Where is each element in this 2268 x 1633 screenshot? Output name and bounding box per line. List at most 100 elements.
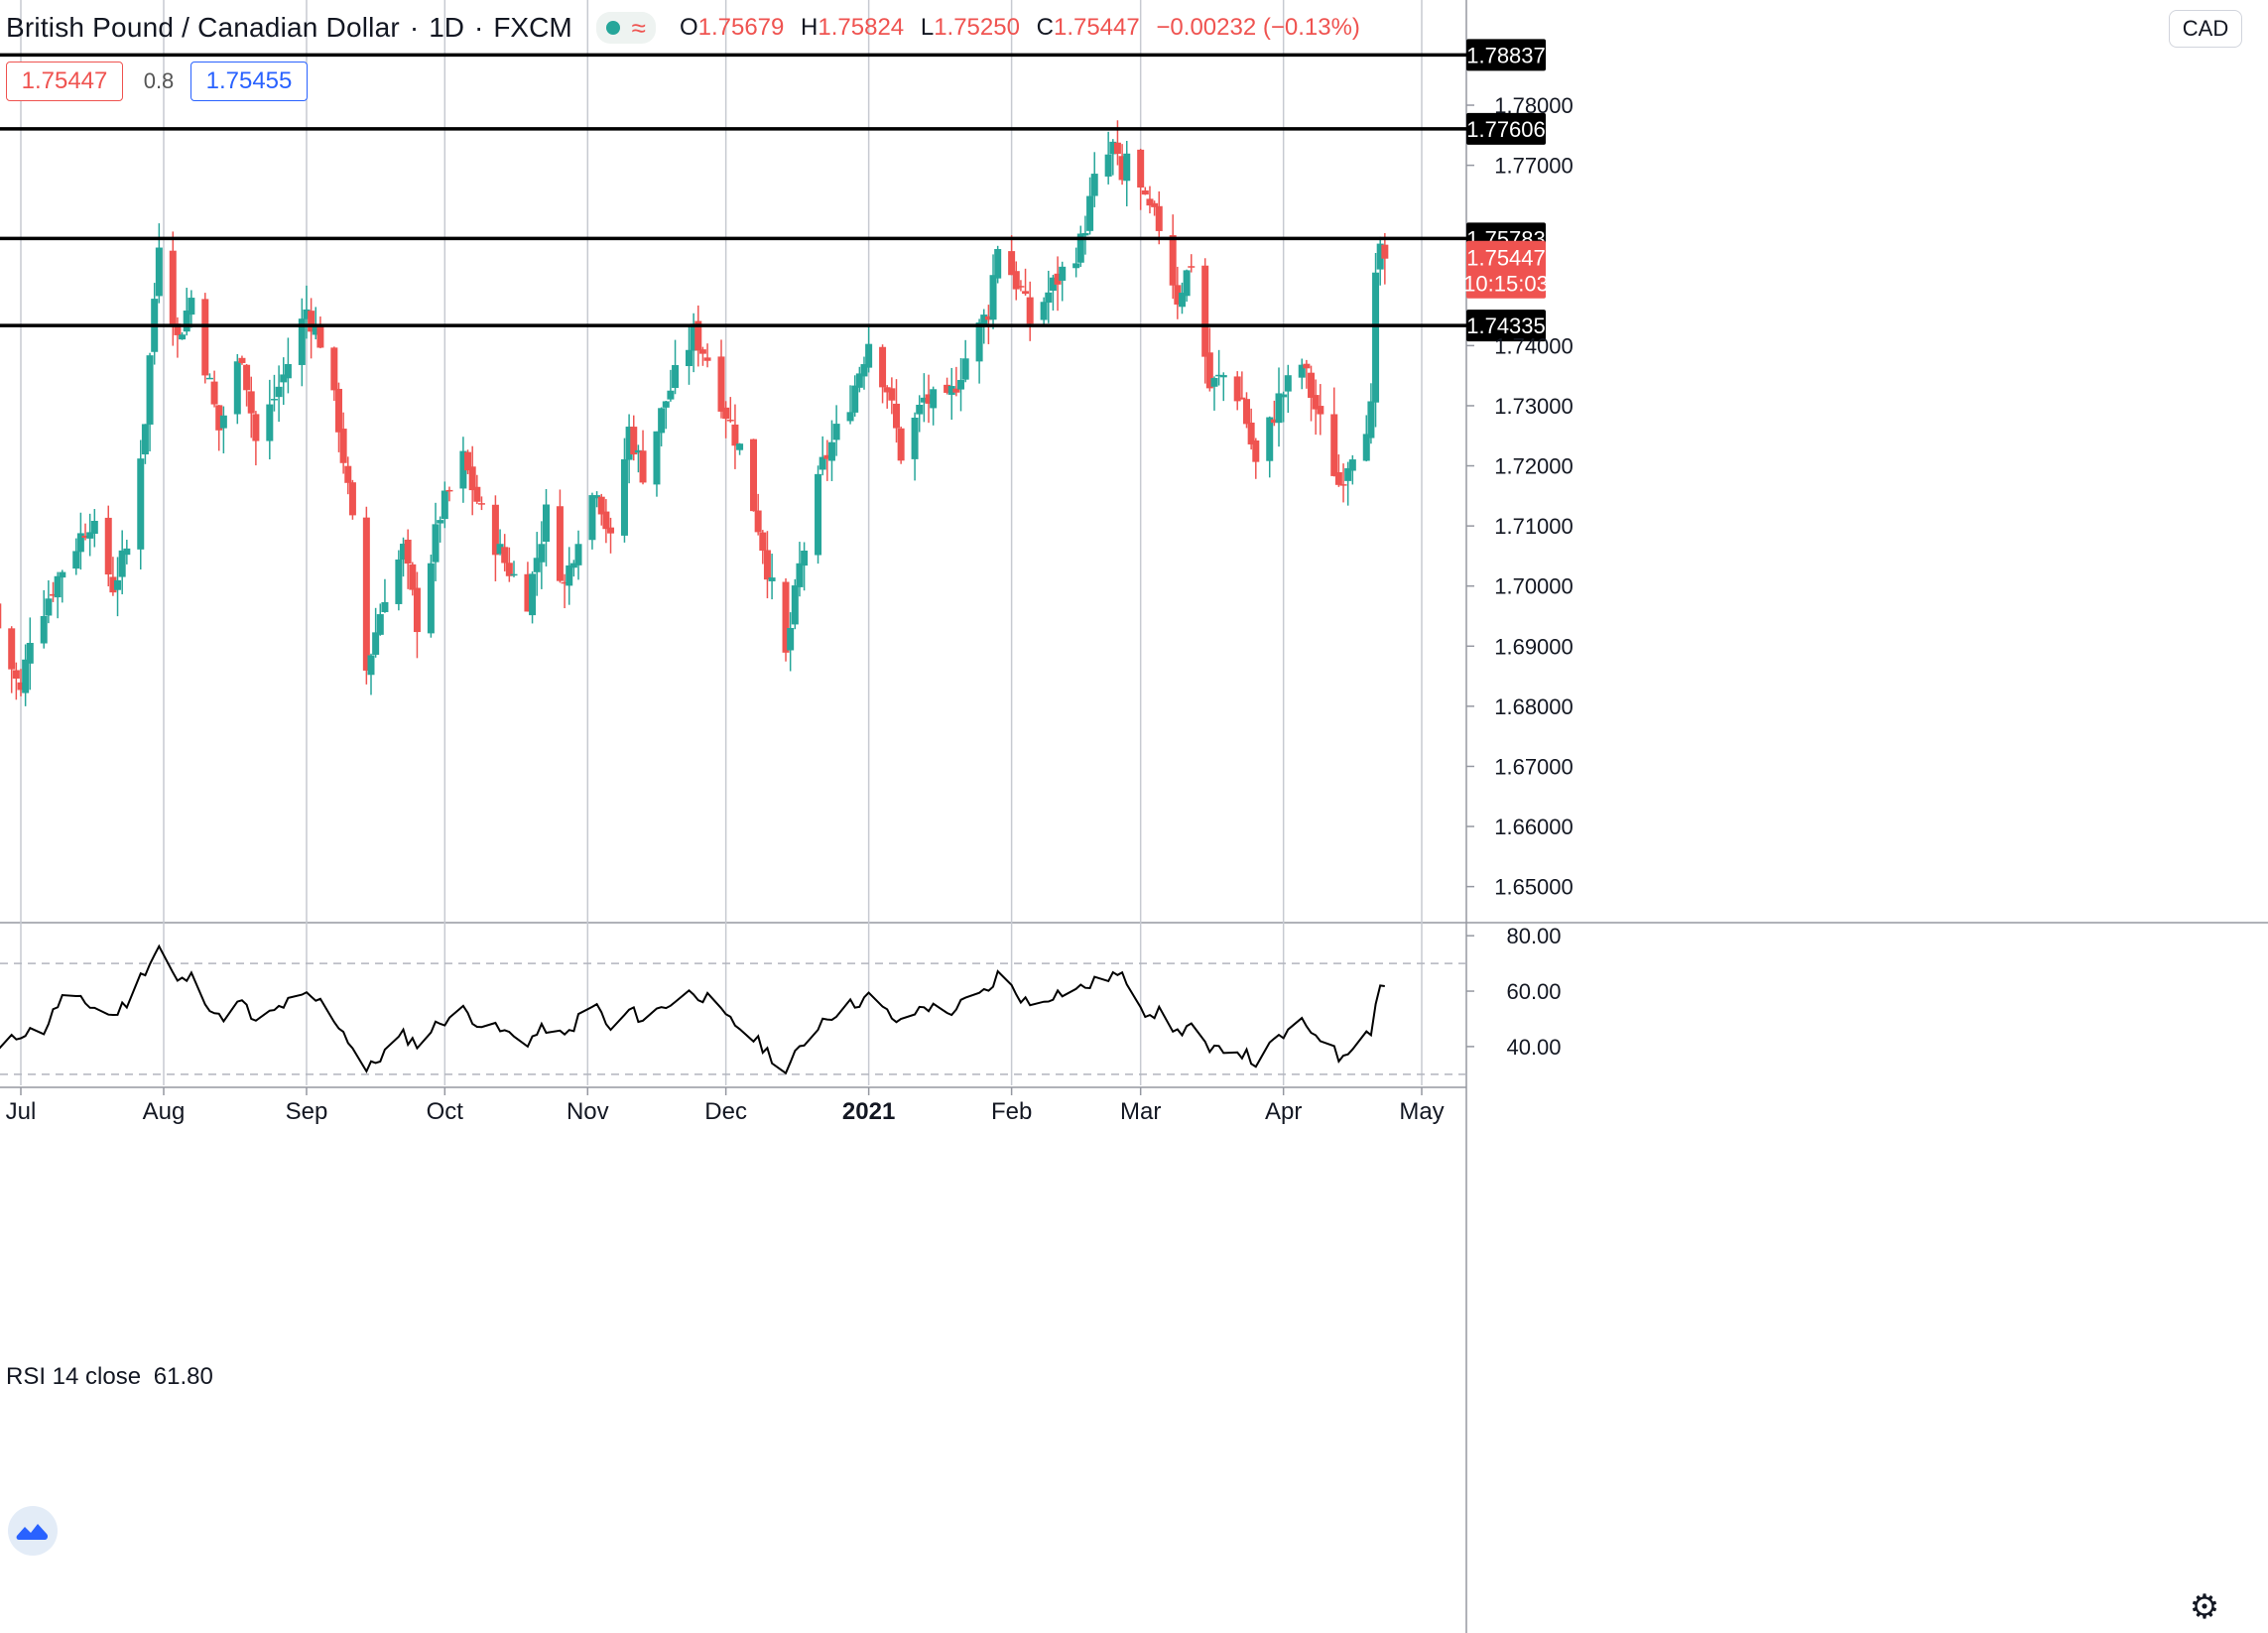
candle-body — [911, 417, 919, 459]
candle-body — [1334, 472, 1342, 485]
candle-body — [1275, 393, 1283, 424]
candle-body — [1090, 174, 1098, 196]
low-label: L — [920, 14, 935, 41]
price-tick-label: 1.67000 — [1494, 754, 1574, 779]
candle-body — [362, 517, 370, 671]
candle-body — [980, 314, 988, 327]
candle-body — [1303, 363, 1311, 369]
candle-body — [137, 458, 145, 550]
candle-body — [183, 311, 190, 332]
candle-body — [634, 449, 642, 453]
rsi-tick-label: 60.00 — [1506, 979, 1561, 1004]
price-tick-label: 1.72000 — [1494, 454, 1574, 479]
candle-body — [1330, 414, 1338, 476]
candle-body — [893, 403, 900, 429]
price-tick-label: 1.65000 — [1494, 875, 1574, 900]
candle-body — [477, 503, 485, 505]
candle-body — [275, 386, 283, 398]
candle-body — [957, 379, 965, 390]
candle-body — [1362, 434, 1370, 461]
candle-body — [188, 298, 195, 315]
candle-body — [270, 399, 278, 401]
candle-body — [1312, 395, 1320, 410]
horizontal-level-tag — [1466, 310, 1546, 342]
candle-body — [975, 322, 983, 362]
candle-body — [233, 361, 241, 415]
candle-body — [12, 670, 20, 680]
candle-body — [787, 627, 795, 651]
candle-body — [529, 573, 537, 616]
candle-body — [888, 388, 896, 401]
candle-body — [90, 520, 98, 534]
candle-body — [123, 548, 131, 556]
candle-body — [574, 544, 582, 565]
candle-body — [846, 412, 854, 422]
horizontal-level-tag — [1466, 112, 1546, 145]
candle-body — [930, 389, 938, 409]
candle-body — [1155, 205, 1163, 231]
currency-button[interactable]: CAD — [2169, 10, 2242, 48]
candle-body — [510, 573, 518, 576]
status-pill[interactable]: ≈ — [595, 12, 656, 44]
interval-label[interactable]: 1D — [429, 12, 464, 43]
candle-body — [109, 576, 117, 593]
candle-body — [690, 323, 697, 351]
month-tick-label: 2021 — [842, 1098, 895, 1125]
candle-body — [376, 614, 384, 635]
gear-icon[interactable]: ⚙ — [2189, 1588, 2220, 1626]
candle-body — [1040, 302, 1048, 320]
candle-body — [1270, 419, 1278, 424]
chart-header: British Pound / Canadian Dollar · 1D · F… — [6, 8, 1370, 48]
candle-body — [104, 517, 112, 575]
candle-body — [243, 364, 251, 391]
candle-body — [1178, 293, 1186, 308]
candle-body — [1188, 266, 1196, 268]
candle-body — [731, 424, 739, 446]
candle-body — [602, 511, 610, 530]
candle-body — [1376, 243, 1384, 270]
price-tick-label: 1.78000 — [1494, 93, 1574, 118]
candle-body — [54, 575, 62, 598]
candle-body — [219, 415, 227, 429]
candle-body — [205, 377, 213, 380]
candle-body — [395, 559, 403, 604]
candle-body — [1247, 422, 1255, 444]
candle-body — [141, 424, 149, 455]
candle-body — [1017, 286, 1025, 288]
candle-body — [1081, 232, 1089, 236]
candle-body — [459, 450, 467, 489]
sell-price-button[interactable]: 1.75447 — [6, 62, 123, 101]
price-tick-label: 1.68000 — [1494, 694, 1574, 719]
candle-body — [8, 628, 16, 670]
status-dot-icon — [605, 21, 620, 35]
candle-body — [925, 394, 933, 404]
symbol-name[interactable]: British Pound / Canadian Dollar — [6, 12, 400, 43]
price-tick-label: 1.74000 — [1494, 333, 1574, 358]
candle-body — [1118, 156, 1126, 181]
candle-body — [759, 532, 767, 552]
candle-body — [879, 346, 887, 388]
candle-body — [1146, 198, 1154, 206]
candle-body — [76, 533, 84, 553]
candle-body — [468, 466, 476, 491]
axis-layer: Jul Aug Sep Oct Nov Dec 2021 Feb Mar Apr May 1.6500… — [6, 93, 1574, 1125]
last-price-tag — [1466, 240, 1546, 299]
buy-price-button[interactable]: 1.75455 — [190, 62, 308, 101]
candle-body — [1123, 153, 1131, 182]
candle-body — [280, 374, 288, 383]
month-tick-label: Dec — [704, 1098, 747, 1125]
tradingview-logo-icon[interactable] — [8, 1506, 58, 1556]
candle-body — [155, 247, 163, 297]
candle-body — [50, 593, 58, 596]
candle-body — [316, 324, 324, 348]
candle-body — [1137, 149, 1145, 188]
candle-body — [588, 495, 596, 541]
candle-body — [801, 550, 809, 566]
candle-body — [330, 347, 338, 391]
candle-body — [994, 249, 1002, 279]
candle-body — [210, 381, 218, 405]
candle-body — [952, 388, 960, 393]
rsi-legend[interactable]: RSI 14 close 61.80 — [6, 1363, 213, 1391]
candle-body — [404, 539, 412, 565]
